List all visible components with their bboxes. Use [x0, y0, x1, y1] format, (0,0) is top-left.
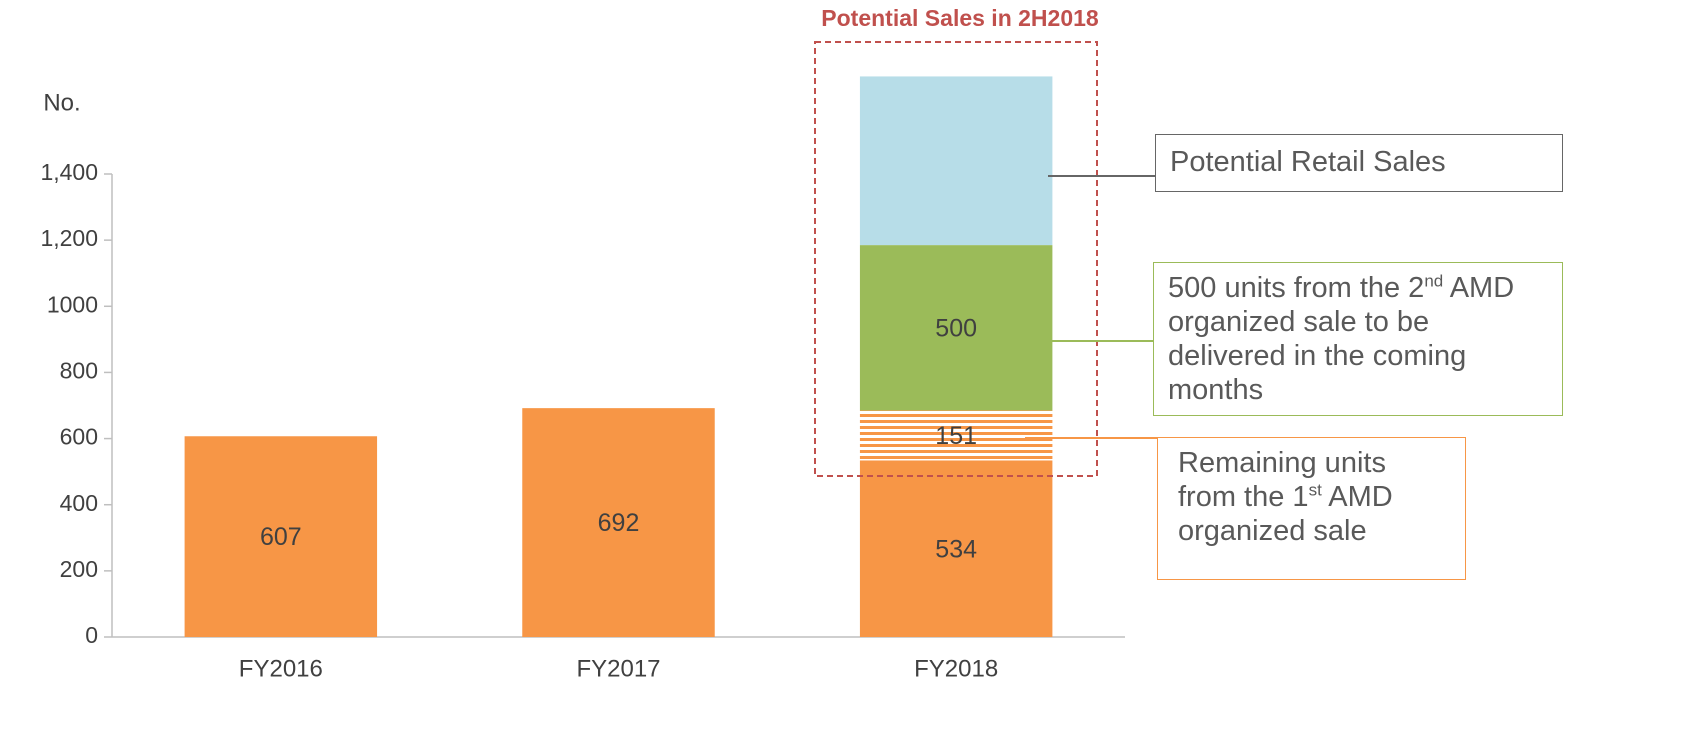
bar-segment	[859, 245, 1053, 411]
chart-title: Potential Sales in 2H2018	[821, 5, 1099, 31]
data-label: 534	[935, 535, 977, 563]
y-tick-label: 1000	[47, 291, 98, 317]
y-axis-label: No.	[43, 89, 80, 116]
y-tick-label: 1,200	[40, 225, 98, 251]
callout-text: Remaining units from the 1	[1178, 447, 1386, 513]
bar-segment	[859, 410, 1053, 461]
highlight-box	[814, 41, 1098, 477]
x-tick-label: FY2017	[576, 655, 660, 682]
x-tick-label: FY2018	[914, 655, 998, 682]
superscript: nd	[1424, 271, 1444, 291]
bar-segment	[522, 408, 715, 637]
callout: 500 units from the 2nd AMD organized sal…	[1153, 262, 1563, 416]
callout-text: Potential Retail Sales	[1170, 146, 1446, 178]
callout-text: AMD organized sale to be delivered in th…	[1168, 272, 1515, 406]
data-label: 692	[598, 509, 640, 537]
bar-segment	[859, 76, 1053, 246]
callout-text: 500 units from the 2	[1168, 272, 1425, 304]
bar-segment	[184, 436, 378, 637]
label-bg	[926, 422, 986, 450]
y-tick-label: 0	[85, 622, 98, 648]
data-label: 607	[260, 523, 302, 551]
y-tick-label: 1,400	[40, 159, 98, 185]
y-tick-label: 400	[60, 490, 98, 516]
bar-segment	[859, 460, 1053, 637]
callout: Remaining units from the 1st AMD organiz…	[1157, 437, 1466, 580]
callout-text: AMD organized sale	[1178, 481, 1393, 547]
y-tick-label: 800	[60, 358, 98, 384]
y-tick-label: 200	[60, 556, 98, 582]
superscript: st	[1308, 480, 1322, 500]
callout: Potential Retail Sales	[1155, 134, 1563, 192]
data-label: 151	[935, 422, 977, 450]
y-tick-label: 600	[60, 424, 98, 450]
x-tick-label: FY2016	[239, 655, 323, 682]
data-label: 500	[935, 314, 977, 342]
